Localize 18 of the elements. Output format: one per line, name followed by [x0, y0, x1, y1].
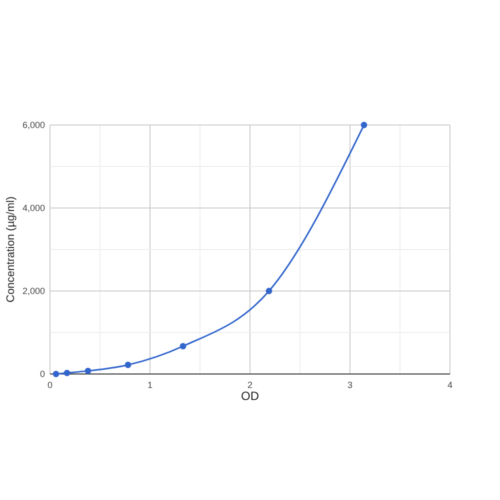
y-tick-label: 0: [40, 369, 45, 379]
y-tick-label: 2,000: [22, 286, 45, 296]
y-axis-title: Concentration (µg/ml): [5, 196, 17, 302]
x-tick-label: 0: [47, 380, 53, 390]
x-tick-label: 4: [447, 380, 453, 390]
point: [180, 342, 186, 350]
y-tick-label: 4,000: [22, 203, 45, 213]
point: [64, 370, 70, 376]
point: [84, 368, 92, 374]
x-tick-label: 2: [247, 380, 253, 390]
point: [266, 288, 272, 294]
x-axis-title: OD: [241, 389, 260, 403]
point: [124, 362, 132, 368]
x-tick-label: 3: [347, 380, 353, 390]
point: [52, 370, 60, 378]
y-tick-label: 6,000: [22, 120, 45, 130]
x-tick-label: 1: [147, 380, 153, 390]
point: [360, 122, 368, 128]
